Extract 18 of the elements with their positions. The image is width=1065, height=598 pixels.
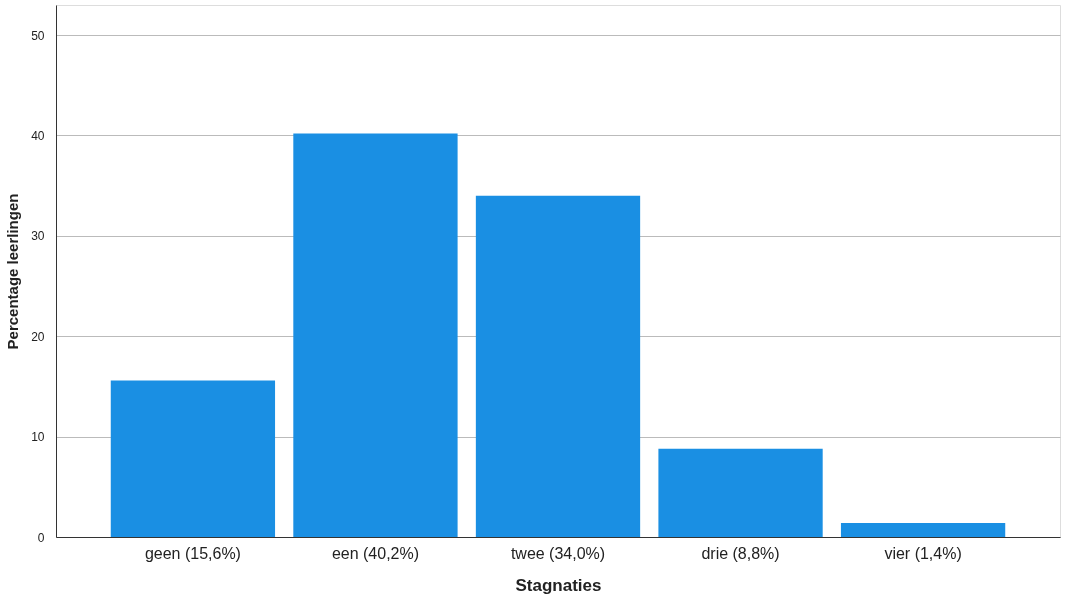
x-tick-label: vier (1,4%) bbox=[884, 544, 962, 562]
y-tick-label: 0 bbox=[37, 530, 45, 545]
x-tick-label: twee (34,0%) bbox=[510, 544, 606, 562]
y-tick-label: 40 bbox=[31, 128, 45, 143]
y-tick-label: 10 bbox=[31, 430, 45, 445]
x-axis-title: Stagnaties bbox=[515, 575, 602, 595]
y-tick-label: 30 bbox=[31, 229, 45, 244]
x-tick-label: een (40,2%) bbox=[331, 544, 420, 562]
y-axis-title: Percentage leerlingen bbox=[4, 193, 22, 350]
bar bbox=[658, 448, 823, 537]
x-tick-label: geen (15,6%) bbox=[144, 544, 241, 562]
bar bbox=[293, 133, 458, 537]
bar bbox=[840, 522, 1006, 537]
y-tick-label: 20 bbox=[31, 329, 45, 344]
bar bbox=[110, 380, 276, 537]
bar bbox=[475, 195, 641, 537]
x-tick-label: drie (8,8%) bbox=[701, 544, 780, 562]
y-tick-label: 50 bbox=[31, 28, 45, 43]
